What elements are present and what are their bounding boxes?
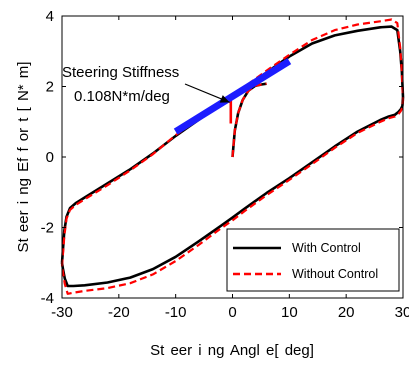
annotation-arrow-head [219,95,230,103]
x-tick-label: -20 [108,304,130,321]
y-tick-label: -4 [41,290,54,307]
x-tick-label: 0 [228,304,236,321]
y-tick-label: 0 [46,149,54,166]
y-axis-label: St eer i ng Ef f or t [ N* m] [15,62,32,253]
x-tick-label: 20 [338,304,355,321]
legend-label-without-control: Without Control [292,267,378,281]
legend-box [226,228,400,292]
y-tick-label: 2 [46,79,54,96]
legend-label-with-control: With Control [292,241,361,255]
stiffness-segment [173,58,292,135]
series-segment-3 [231,82,267,158]
annotation-line-1: Steering Stiffness [62,64,179,81]
legend: With Control Without Control [226,228,400,292]
x-axis-label: St eer i ng Angl e[ deg] [150,342,314,359]
x-tick-label: -30 [51,304,73,321]
x-tick-label: 10 [281,304,298,321]
x-tick-label: -10 [165,304,187,321]
annotation-arrow [184,83,230,103]
annotation-line-2: 0.108N*m/deg [74,88,170,105]
y-tick-label: 4 [46,8,54,25]
y-tick-label: -2 [41,220,54,237]
x-tick-label: 30 [395,304,409,321]
